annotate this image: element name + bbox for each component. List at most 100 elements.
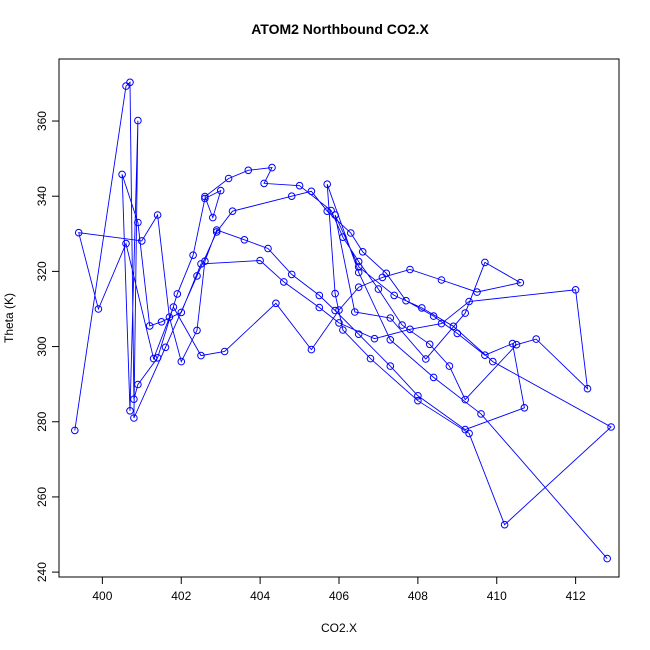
- data-point: [74, 228, 83, 237]
- data-point: [94, 305, 103, 313]
- data-point: [449, 322, 458, 331]
- data-point: [370, 334, 379, 343]
- data-point: [607, 423, 615, 431]
- x-tick-label: 400: [92, 589, 112, 603]
- data-point: [465, 429, 473, 438]
- series-line: [74, 81, 612, 559]
- data-point: [335, 306, 343, 314]
- data-point: [500, 520, 509, 529]
- data-point: [193, 272, 201, 280]
- data-point: [122, 239, 130, 248]
- data-point: [307, 187, 316, 196]
- data-point: [481, 351, 489, 360]
- y-tick-label: 280: [35, 411, 49, 431]
- x-tick-label: 410: [487, 589, 507, 603]
- data-point: [351, 308, 359, 316]
- data-point: [354, 268, 363, 277]
- data-point: [189, 251, 197, 259]
- data-point: [335, 319, 343, 327]
- data-point: [354, 263, 363, 271]
- data-point: [244, 166, 253, 175]
- data-point: [295, 181, 304, 190]
- data-point: [429, 312, 438, 320]
- data-point: [315, 303, 324, 312]
- data-point: [71, 426, 79, 435]
- data-point: [201, 192, 209, 201]
- data-point: [197, 351, 205, 360]
- data-point: [583, 384, 592, 393]
- data-point: [418, 304, 426, 312]
- data-point: [201, 194, 209, 203]
- data-point: [422, 355, 430, 363]
- data-point: [130, 395, 138, 404]
- data-point: [197, 260, 205, 268]
- x-axis-label: CO2.X: [321, 621, 357, 635]
- data-point: [331, 289, 339, 298]
- data-point: [287, 270, 296, 279]
- data-point: [358, 248, 367, 256]
- data-point: [445, 362, 454, 370]
- chart-title: ATOM2 Northbound CO2.X: [251, 21, 429, 37]
- data-point: [461, 425, 470, 434]
- data-point: [193, 326, 201, 335]
- data-point: [228, 207, 237, 215]
- data-point: [216, 186, 225, 195]
- data-point: [315, 291, 324, 300]
- data-point: [177, 308, 186, 317]
- data-point: [378, 273, 387, 282]
- data-point: [260, 179, 268, 188]
- data-point: [323, 207, 332, 215]
- data-point: [256, 256, 264, 265]
- data-point: [307, 345, 316, 354]
- data-point: [126, 407, 134, 415]
- data-point: [212, 228, 221, 236]
- data-point: [272, 299, 280, 308]
- data-point: [477, 410, 485, 418]
- data-point: [130, 414, 138, 422]
- y-tick-label: 360: [35, 111, 49, 131]
- y-tick-label: 340: [35, 186, 49, 206]
- data-point: [153, 211, 162, 219]
- data-point: [390, 291, 399, 300]
- data-point: [571, 286, 580, 294]
- data-point: [339, 233, 347, 241]
- data-point: [374, 285, 383, 293]
- data-point: [224, 174, 233, 183]
- data-point: [512, 340, 521, 349]
- data-point: [339, 326, 347, 334]
- data-point: [453, 329, 462, 338]
- data-point: [327, 206, 335, 215]
- data-point: [414, 392, 422, 400]
- data-point: [398, 321, 406, 329]
- data-point: [461, 309, 470, 317]
- data-point: [532, 335, 541, 343]
- data-point: [268, 163, 276, 172]
- data-point: [173, 290, 182, 298]
- y-tick-label: 320: [35, 261, 49, 281]
- data-point: [414, 396, 422, 405]
- x-tick-label: 406: [329, 589, 349, 603]
- data-point: [220, 347, 229, 356]
- y-tick-label: 300: [35, 336, 49, 356]
- data-point: [354, 257, 363, 266]
- x-axis: 400 402 404 406 408 410 412: [92, 576, 586, 603]
- data-point: [425, 340, 434, 349]
- data-point: [134, 218, 142, 227]
- data-point: [157, 318, 166, 326]
- data-point: [149, 354, 158, 363]
- data-point: [161, 343, 170, 352]
- data-point: [331, 211, 339, 219]
- data-point: [153, 354, 162, 362]
- data-point: [489, 357, 497, 366]
- data-point: [126, 78, 134, 87]
- data-point: [145, 322, 154, 330]
- data-point: [366, 354, 375, 363]
- y-axis-label: Theta (K): [2, 293, 16, 343]
- data-point: [280, 278, 288, 286]
- data-point: [209, 213, 217, 222]
- data-point: [437, 319, 446, 328]
- data-point: [516, 278, 525, 287]
- data-point: [465, 297, 473, 306]
- data-point: [402, 296, 410, 305]
